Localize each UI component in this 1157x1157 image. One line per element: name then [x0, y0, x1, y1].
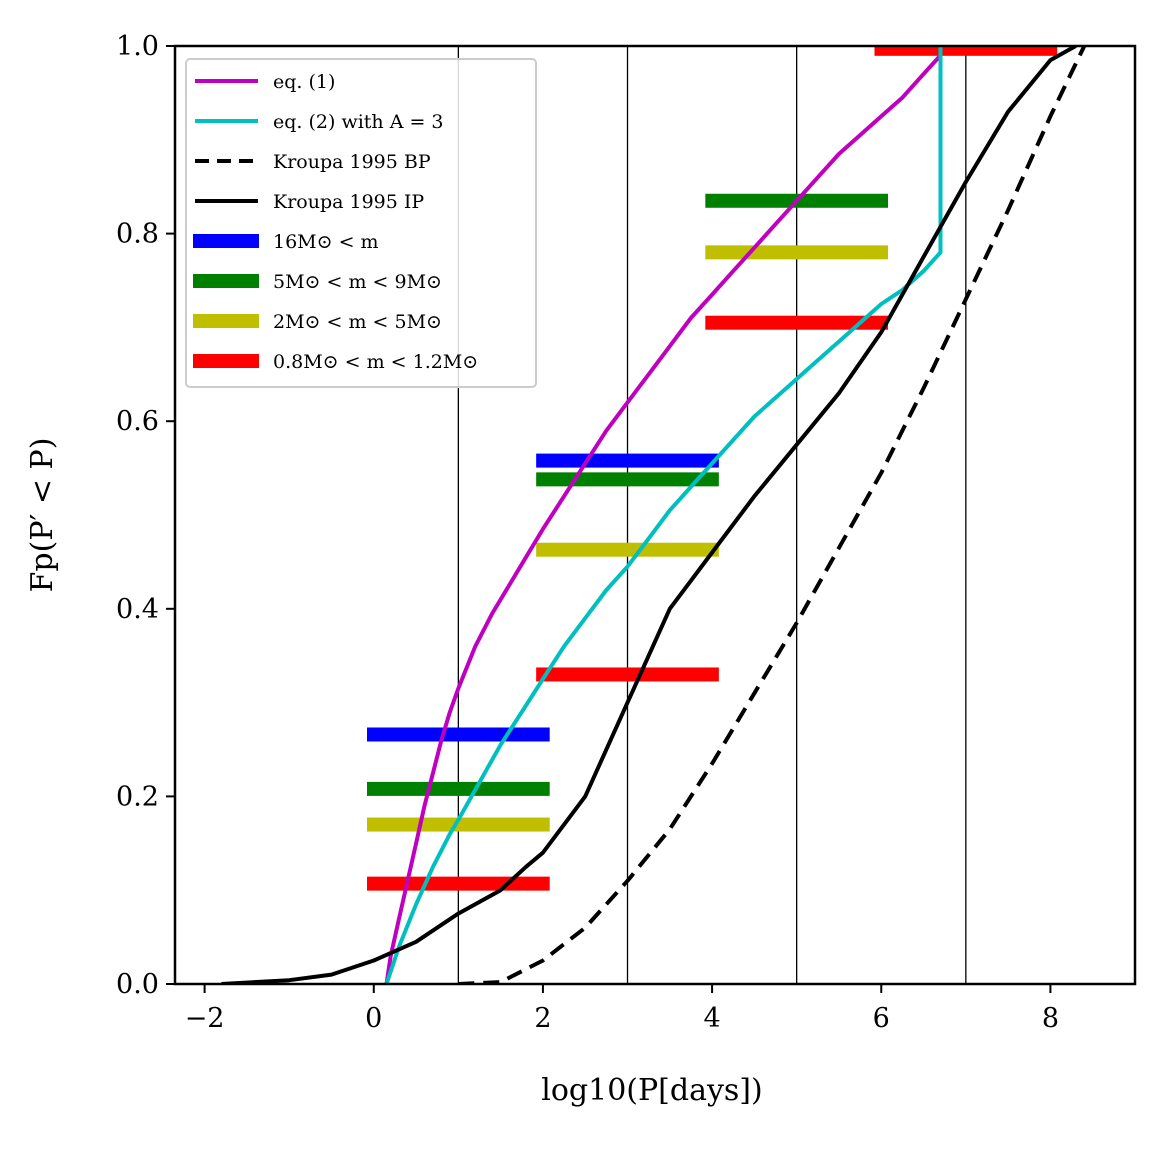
- range-bar-16m-m-0: [367, 727, 550, 742]
- series-line-kroupa-1995-ip: [221, 46, 1077, 984]
- legend-label-kroupa-1995-bp: Kroupa 1995 BP: [273, 151, 431, 173]
- legend-swatch-2m-m-5m: [193, 314, 259, 328]
- range-bar-0-8m-m-1-2m-3: [367, 876, 550, 891]
- legend-label-kroupa-1995-ip: Kroupa 1995 IP: [273, 191, 424, 213]
- legend-swatch-0-8m-m-1-2m: [193, 354, 259, 368]
- legend-label-5m-m-9m: 5M⊙ < m < 9M⊙: [273, 271, 442, 293]
- legend: eq. (1) eq. (2) with A = 3 Kroupa 1995 BP K…: [185, 58, 537, 388]
- range-bar-2m-m-5m-9: [705, 245, 889, 260]
- legend-label-eq-1: eq. (1): [273, 71, 335, 93]
- y-tick-label: 0.8: [116, 219, 159, 250]
- x-tick-label: 8: [1042, 1003, 1059, 1034]
- y-tick-label: 0.2: [116, 781, 159, 812]
- series-line-eq-1: [384, 54, 942, 984]
- y-axis-label: Fp(P′ < P): [25, 438, 60, 593]
- x-tick-label: 6: [873, 1003, 890, 1034]
- x-tick-label: 2: [534, 1003, 551, 1034]
- range-bar-2m-m-5m-6: [536, 542, 719, 557]
- legend-label-0-8m-m-1-2m: 0.8M⊙ < m < 1.2M⊙: [273, 351, 478, 373]
- plot-frame: [173, 44, 1137, 986]
- x-axis-label: log10(P[days]): [541, 1073, 762, 1108]
- range-bar-5m-m-9m-5: [536, 472, 719, 487]
- y-axis-ticks: 0.0 0.2 0.4 0.6 0.8 1.0: [116, 31, 175, 1000]
- y-tick-label: 1.0: [116, 31, 159, 62]
- y-tick-label: 0.0: [116, 969, 159, 1000]
- series-line-eq-2-with-a-3: [384, 46, 943, 984]
- range-bar-0-8m-m-1-2m-11: [874, 46, 1058, 56]
- range-bar-0-8m-m-1-2m-7: [536, 667, 719, 682]
- series-line-kroupa-1995-bp: [458, 46, 1087, 984]
- legend-label-eq-2-with-a-3: eq. (2) with A = 3: [273, 111, 444, 133]
- range-bar-2m-m-5m-2: [367, 817, 550, 832]
- x-tick-label: 0: [365, 1003, 382, 1034]
- range-bar-5m-m-9m-1: [367, 781, 550, 796]
- data-series: [221, 46, 1087, 984]
- legend-label-2m-m-5m: 2M⊙ < m < 5M⊙: [273, 311, 442, 333]
- legend-box: [185, 58, 537, 388]
- range-bar-16m-m-4: [536, 453, 719, 468]
- legend-swatch-16m-m: [193, 234, 259, 248]
- x-tick-label: −2: [185, 1003, 225, 1034]
- x-axis-ticks: −2 0 2 4 6 8: [185, 984, 1059, 1034]
- x-tick-label: 4: [703, 1003, 720, 1034]
- legend-swatch-5m-m-9m: [193, 274, 259, 288]
- y-tick-label: 0.4: [116, 594, 159, 625]
- legend-label-16m-m: 16M⊙ < m: [273, 231, 379, 253]
- range-bar-0-8m-m-1-2m-10: [705, 315, 889, 330]
- y-tick-label: 0.6: [116, 406, 159, 437]
